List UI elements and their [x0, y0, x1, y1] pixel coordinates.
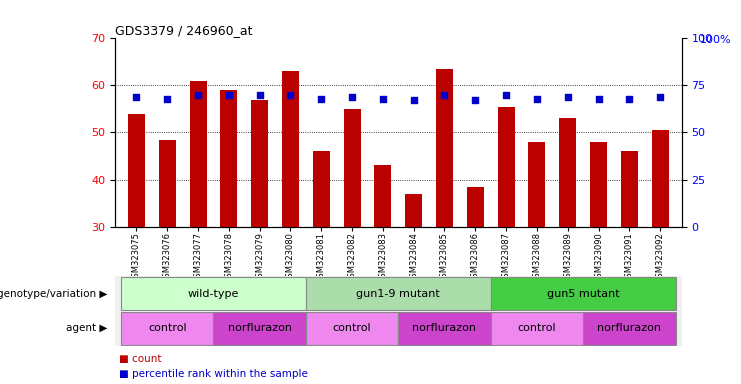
Bar — [344, 109, 361, 227]
Text: norflurazon: norflurazon — [413, 323, 476, 333]
Bar — [374, 166, 391, 227]
Point — [130, 94, 142, 100]
Point — [439, 92, 451, 98]
Bar — [121, 312, 213, 345]
Bar — [559, 118, 576, 227]
Bar — [405, 194, 422, 227]
Point — [531, 96, 543, 102]
Bar — [590, 142, 607, 227]
Point — [253, 92, 265, 98]
Bar — [467, 187, 484, 227]
Text: ■ count: ■ count — [119, 354, 161, 364]
Text: ■ percentile rank within the sample: ■ percentile rank within the sample — [119, 369, 308, 379]
Bar — [251, 99, 268, 227]
Point — [285, 92, 296, 98]
Bar — [583, 312, 676, 345]
Bar — [399, 312, 491, 345]
Point — [346, 94, 358, 100]
Text: gun1-9 mutant: gun1-9 mutant — [356, 289, 440, 299]
Bar — [220, 90, 237, 227]
Text: norflurazon: norflurazon — [597, 323, 662, 333]
Point — [469, 98, 481, 104]
Bar — [621, 151, 638, 227]
Text: norflurazon: norflurazon — [227, 323, 292, 333]
Bar — [498, 107, 514, 227]
Point — [593, 96, 605, 102]
Text: genotype/variation ▶: genotype/variation ▶ — [0, 289, 107, 299]
Point — [408, 98, 419, 104]
Point — [316, 96, 328, 102]
Bar — [306, 277, 491, 310]
Bar — [436, 69, 453, 227]
Text: control: control — [148, 323, 187, 333]
Bar — [128, 114, 145, 227]
Point — [562, 94, 574, 100]
Point — [500, 92, 512, 98]
Bar — [313, 151, 330, 227]
Text: control: control — [333, 323, 371, 333]
Text: wild-type: wild-type — [187, 289, 239, 299]
Text: agent ▶: agent ▶ — [66, 323, 107, 333]
Point — [623, 96, 635, 102]
Bar — [282, 71, 299, 227]
Bar — [190, 81, 207, 227]
Text: control: control — [518, 323, 556, 333]
Bar — [121, 277, 306, 310]
Point — [162, 96, 173, 102]
Bar — [528, 142, 545, 227]
Text: gun5 mutant: gun5 mutant — [547, 289, 619, 299]
Point — [192, 92, 204, 98]
Bar — [491, 312, 583, 345]
Text: GDS3379 / 246960_at: GDS3379 / 246960_at — [115, 24, 253, 37]
Bar — [491, 277, 676, 310]
Point — [654, 94, 666, 100]
Y-axis label: 100%: 100% — [700, 35, 731, 45]
Point — [377, 96, 389, 102]
Bar — [306, 312, 399, 345]
Bar — [651, 130, 668, 227]
Point — [223, 92, 235, 98]
Bar — [159, 139, 176, 227]
Bar — [213, 312, 306, 345]
